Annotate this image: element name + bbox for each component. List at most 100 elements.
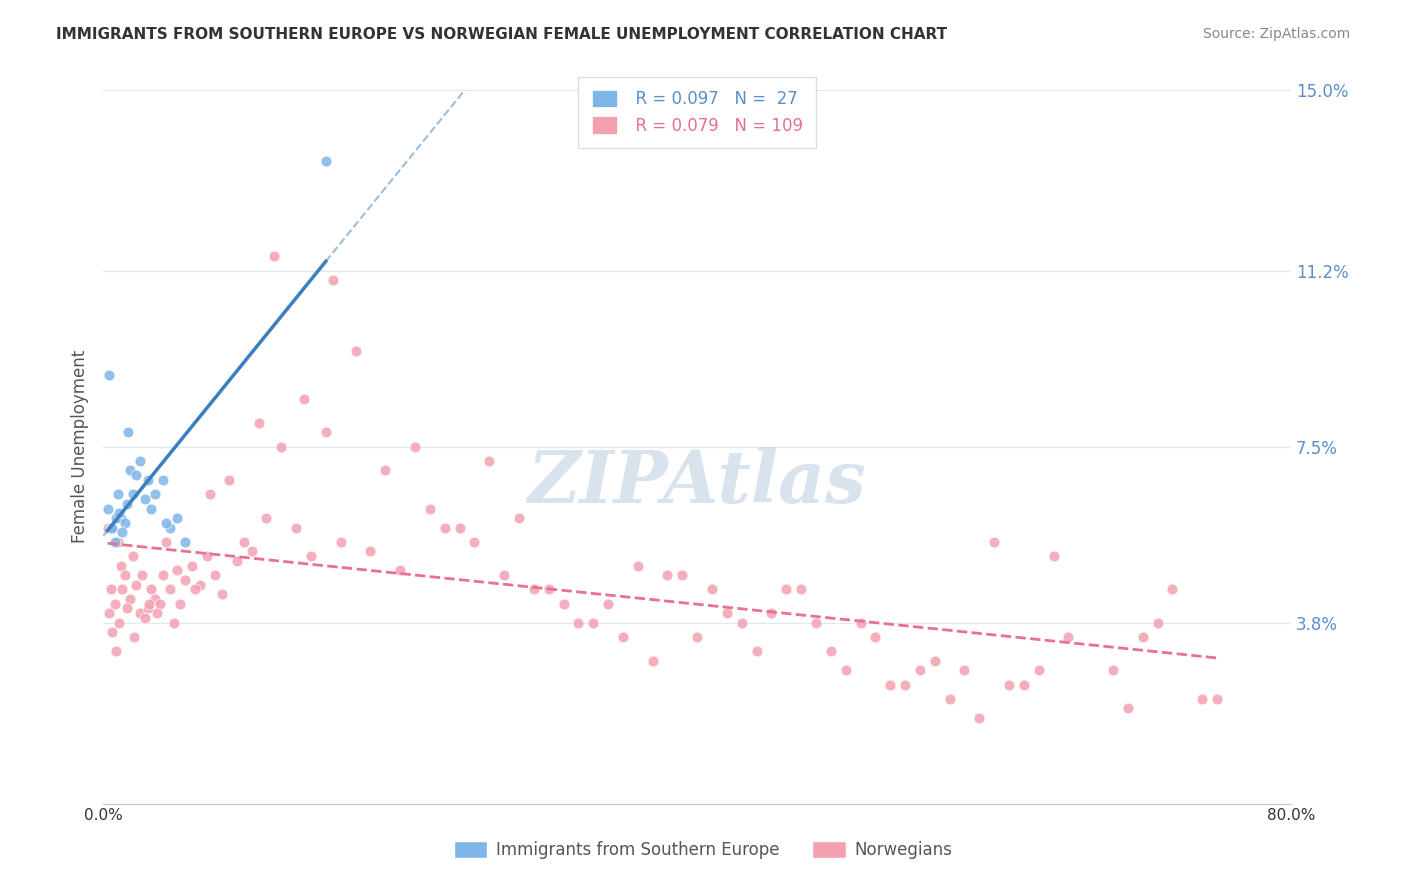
Point bbox=[136, 473, 159, 487]
Point bbox=[1132, 630, 1154, 644]
Point bbox=[98, 606, 121, 620]
Point bbox=[716, 606, 738, 620]
Point bbox=[121, 549, 143, 563]
Point bbox=[134, 611, 156, 625]
Point bbox=[114, 516, 136, 530]
Point bbox=[359, 544, 381, 558]
Point bbox=[97, 520, 120, 534]
Point bbox=[233, 534, 256, 549]
Point bbox=[404, 440, 426, 454]
Point bbox=[804, 615, 827, 630]
Point bbox=[834, 664, 856, 678]
Point bbox=[494, 568, 516, 582]
Point bbox=[969, 711, 991, 725]
Point bbox=[1028, 664, 1050, 678]
Point bbox=[129, 454, 152, 468]
Point bbox=[181, 558, 204, 573]
Point bbox=[1012, 678, 1035, 692]
Point bbox=[166, 563, 188, 577]
Point bbox=[125, 468, 148, 483]
Point bbox=[315, 154, 337, 169]
Point bbox=[145, 606, 167, 620]
Point bbox=[131, 568, 153, 582]
Point bbox=[567, 615, 589, 630]
Point bbox=[166, 511, 188, 525]
Point bbox=[211, 587, 233, 601]
Point bbox=[124, 630, 146, 644]
Point bbox=[865, 630, 887, 644]
Point bbox=[110, 558, 132, 573]
Point bbox=[184, 582, 207, 597]
Point bbox=[163, 615, 186, 630]
Point bbox=[117, 425, 139, 440]
Point bbox=[1191, 692, 1213, 706]
Point bbox=[129, 606, 152, 620]
Point bbox=[1146, 615, 1168, 630]
Point bbox=[938, 692, 960, 706]
Point bbox=[143, 487, 166, 501]
Point bbox=[173, 573, 195, 587]
Point bbox=[478, 454, 501, 468]
Point bbox=[790, 582, 813, 597]
Point bbox=[627, 558, 650, 573]
Point bbox=[299, 549, 322, 563]
Point bbox=[292, 392, 315, 406]
Point bbox=[152, 568, 174, 582]
Point bbox=[924, 654, 946, 668]
Point bbox=[582, 615, 605, 630]
Legend:   R = 0.097   N =  27,   R = 0.079   N = 109: R = 0.097 N = 27, R = 0.079 N = 109 bbox=[578, 77, 815, 148]
Point bbox=[983, 534, 1005, 549]
Point bbox=[731, 615, 754, 630]
Point bbox=[121, 487, 143, 501]
Point bbox=[263, 249, 285, 263]
Point bbox=[143, 591, 166, 606]
Point bbox=[101, 520, 124, 534]
Point bbox=[134, 491, 156, 506]
Point bbox=[449, 520, 471, 534]
Point bbox=[247, 416, 270, 430]
Point bbox=[111, 525, 134, 540]
Point bbox=[108, 615, 131, 630]
Point bbox=[204, 568, 226, 582]
Point bbox=[110, 511, 132, 525]
Point bbox=[159, 582, 181, 597]
Point bbox=[118, 591, 141, 606]
Point bbox=[98, 368, 121, 383]
Point bbox=[612, 630, 634, 644]
Point bbox=[118, 463, 141, 477]
Point bbox=[998, 678, 1021, 692]
Point bbox=[148, 597, 170, 611]
Y-axis label: Female Unemployment: Female Unemployment bbox=[72, 350, 89, 543]
Point bbox=[537, 582, 560, 597]
Point bbox=[419, 501, 441, 516]
Point bbox=[155, 516, 177, 530]
Point bbox=[155, 534, 177, 549]
Point bbox=[879, 678, 901, 692]
Point bbox=[139, 582, 162, 597]
Point bbox=[188, 577, 211, 591]
Point bbox=[315, 425, 337, 440]
Point bbox=[686, 630, 709, 644]
Point bbox=[553, 597, 575, 611]
Point bbox=[285, 520, 308, 534]
Point bbox=[775, 582, 797, 597]
Point bbox=[100, 520, 122, 534]
Point bbox=[1042, 549, 1064, 563]
Point bbox=[523, 582, 546, 597]
Point bbox=[218, 473, 240, 487]
Point bbox=[508, 511, 530, 525]
Point bbox=[105, 644, 128, 658]
Point bbox=[101, 625, 124, 640]
Point bbox=[1116, 701, 1139, 715]
Point bbox=[596, 597, 619, 611]
Point bbox=[908, 664, 931, 678]
Legend: Immigrants from Southern Europe, Norwegians: Immigrants from Southern Europe, Norwegi… bbox=[447, 834, 959, 866]
Point bbox=[114, 568, 136, 582]
Point bbox=[105, 511, 128, 525]
Point bbox=[100, 582, 122, 597]
Point bbox=[344, 344, 367, 359]
Point bbox=[745, 644, 768, 658]
Point bbox=[1102, 664, 1125, 678]
Point bbox=[125, 577, 148, 591]
Point bbox=[240, 544, 263, 558]
